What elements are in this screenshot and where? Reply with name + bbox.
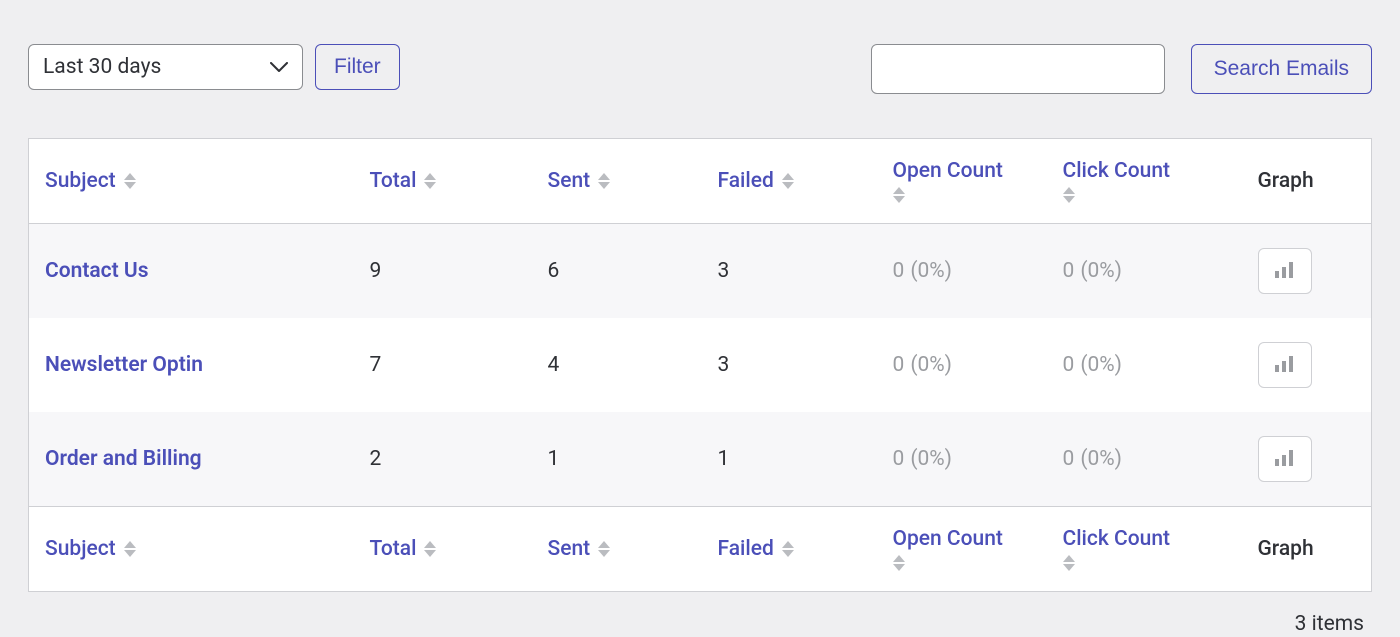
click-pct: (0%) (1080, 447, 1122, 471)
filter-button[interactable]: Filter (315, 44, 400, 90)
subject-link[interactable]: Contact Us (45, 259, 149, 283)
col-label: Total (370, 169, 417, 193)
table-footer: Subject Total (29, 507, 1372, 592)
open-pct: (0%) (910, 259, 952, 283)
search-emails-label: Search Emails (1214, 57, 1349, 81)
click-value: 0 (1063, 353, 1075, 377)
col-label: Click Count (1063, 159, 1171, 183)
items-count: 3 items (28, 592, 1372, 636)
col-header-graph: Graph (1242, 139, 1372, 224)
col-label: Sent (548, 537, 591, 561)
col-footer-subject[interactable]: Subject (29, 507, 354, 592)
cell-open-count: 0(0%) (877, 412, 1047, 507)
date-range-value: Last 30 days (43, 55, 161, 79)
open-value: 0 (893, 353, 905, 377)
col-label: Open Count (893, 159, 1003, 183)
click-value: 0 (1063, 447, 1075, 471)
col-label: Failed (718, 537, 774, 561)
cell-graph (1242, 224, 1372, 319)
col-header-subject[interactable]: Subject (29, 139, 354, 224)
sort-icon (598, 541, 610, 557)
search-input[interactable] (871, 44, 1165, 94)
click-pct: (0%) (1080, 259, 1122, 283)
open-pct: (0%) (910, 353, 952, 377)
cell-total: 2 (354, 412, 532, 507)
subject-link[interactable]: Order and Billing (45, 447, 202, 471)
cell-graph (1242, 318, 1372, 412)
table-body: Contact Us9630(0%)0(0%)Newsletter Optin7… (29, 224, 1372, 507)
cell-sent: 6 (532, 224, 702, 319)
graph-button[interactable] (1258, 248, 1312, 294)
col-footer-sent[interactable]: Sent (532, 507, 702, 592)
sort-icon (124, 173, 136, 189)
col-footer-failed[interactable]: Failed (702, 507, 877, 592)
cell-click-count: 0(0%) (1047, 318, 1242, 412)
col-label: Subject (45, 169, 116, 193)
sort-icon (424, 541, 436, 557)
col-label: Graph (1258, 537, 1314, 561)
cell-sent: 4 (532, 318, 702, 412)
cell-failed: 1 (702, 412, 877, 507)
col-label: Click Count (1063, 527, 1171, 551)
table-row: Order and Billing2110(0%)0(0%) (29, 412, 1372, 507)
sort-icon (1063, 555, 1075, 571)
col-label: Failed (718, 169, 774, 193)
date-range-select[interactable]: Last 30 days (28, 44, 303, 90)
cell-failed: 3 (702, 318, 877, 412)
col-label: Sent (548, 169, 591, 193)
cell-failed: 3 (702, 224, 877, 319)
col-label: Open Count (893, 527, 1003, 551)
sort-icon (782, 173, 794, 189)
sort-icon (782, 541, 794, 557)
table-row: Contact Us9630(0%)0(0%) (29, 224, 1372, 319)
sort-icon (893, 187, 905, 203)
col-label: Total (370, 537, 417, 561)
bar-chart-icon (1274, 449, 1296, 470)
col-header-open-count[interactable]: Open Count (877, 139, 1047, 224)
col-footer-total[interactable]: Total (354, 507, 532, 592)
click-value: 0 (1063, 259, 1075, 283)
cell-click-count: 0(0%) (1047, 224, 1242, 319)
col-footer-graph: Graph (1242, 507, 1372, 592)
graph-button[interactable] (1258, 436, 1312, 482)
subject-link[interactable]: Newsletter Optin (45, 353, 203, 377)
toolbar: Last 30 days Filter Search Emails (28, 44, 1372, 94)
cell-open-count: 0(0%) (877, 318, 1047, 412)
col-label: Graph (1258, 169, 1314, 193)
bar-chart-icon (1274, 261, 1296, 282)
open-pct: (0%) (910, 447, 952, 471)
table-row: Newsletter Optin7430(0%)0(0%) (29, 318, 1372, 412)
cell-graph (1242, 412, 1372, 507)
search-emails-button[interactable]: Search Emails (1191, 44, 1372, 94)
filter-button-label: Filter (334, 55, 381, 79)
col-header-total[interactable]: Total (354, 139, 532, 224)
cell-sent: 1 (532, 412, 702, 507)
col-footer-click-count[interactable]: Click Count (1047, 507, 1242, 592)
sort-icon (424, 173, 436, 189)
cell-total: 9 (354, 224, 532, 319)
bar-chart-icon (1274, 355, 1296, 376)
click-pct: (0%) (1080, 353, 1122, 377)
col-header-click-count[interactable]: Click Count (1047, 139, 1242, 224)
open-value: 0 (893, 259, 905, 283)
sort-icon (893, 555, 905, 571)
cell-open-count: 0(0%) (877, 224, 1047, 319)
col-header-sent[interactable]: Sent (532, 139, 702, 224)
chevron-down-icon (270, 55, 288, 79)
sort-icon (1063, 187, 1075, 203)
table-header: Subject Total (29, 139, 1372, 224)
col-header-failed[interactable]: Failed (702, 139, 877, 224)
sort-icon (598, 173, 610, 189)
open-value: 0 (893, 447, 905, 471)
emails-table: Subject Total (28, 138, 1372, 592)
sort-icon (124, 541, 136, 557)
cell-click-count: 0(0%) (1047, 412, 1242, 507)
cell-total: 7 (354, 318, 532, 412)
col-label: Subject (45, 537, 116, 561)
graph-button[interactable] (1258, 342, 1312, 388)
col-footer-open-count[interactable]: Open Count (877, 507, 1047, 592)
